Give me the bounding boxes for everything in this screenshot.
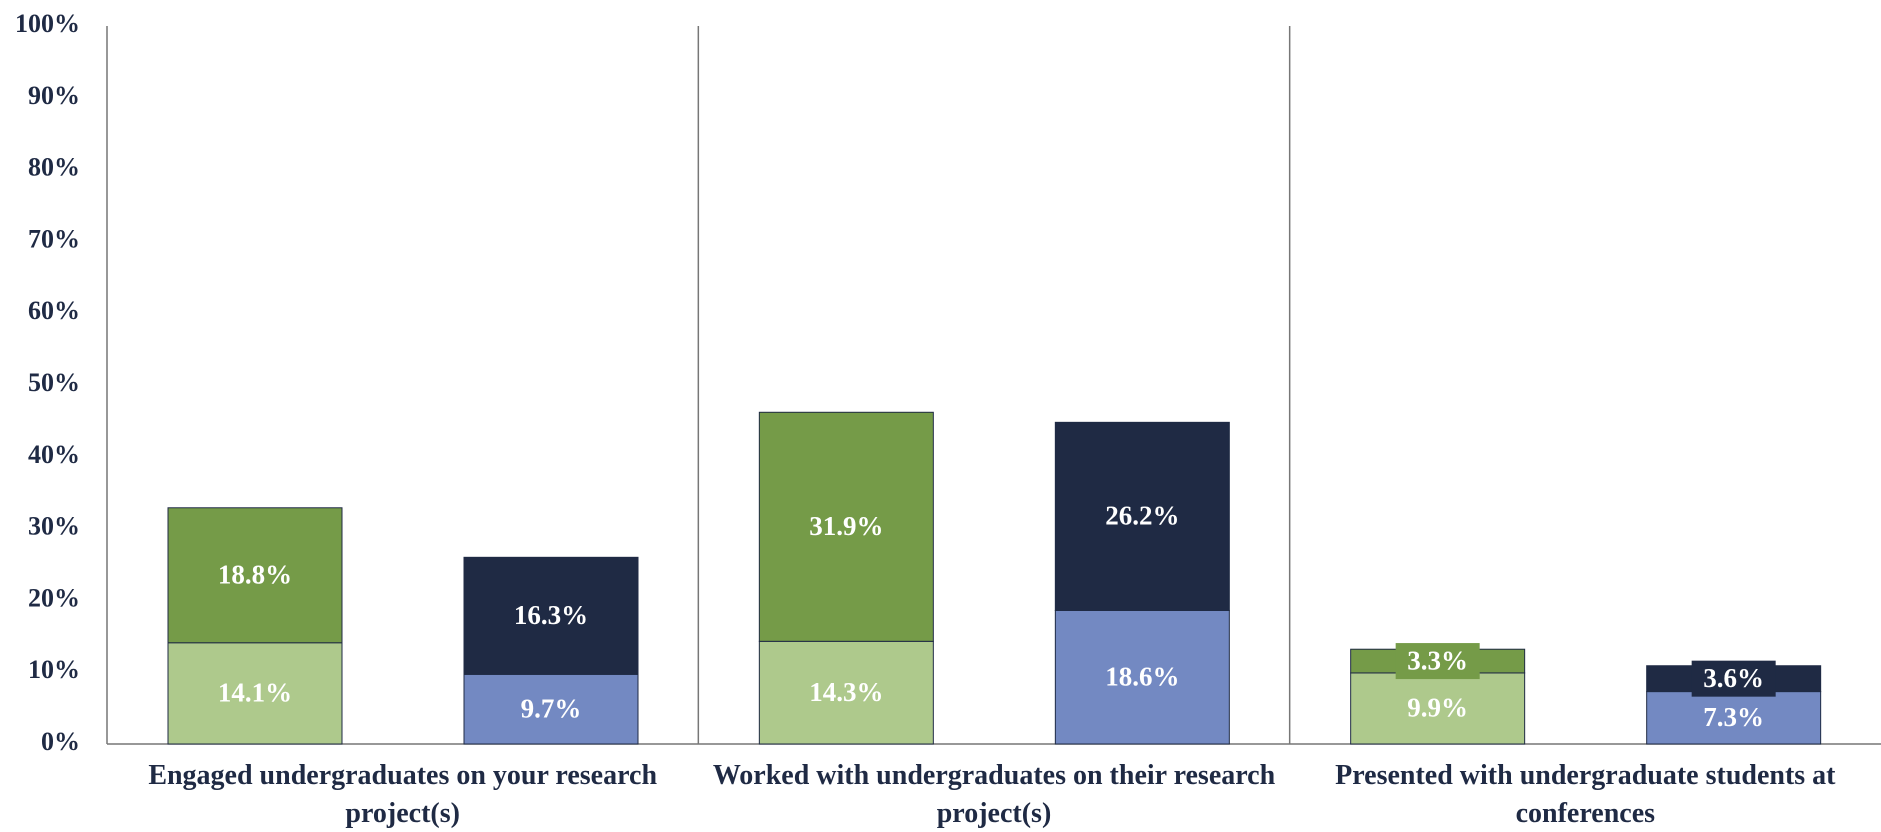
bar-segment bbox=[1054, 609, 1230, 745]
value-label: 14.3% bbox=[809, 677, 883, 707]
bar-segment bbox=[758, 640, 934, 745]
x-tick-label-line: Presented with undergraduate students at bbox=[1335, 760, 1836, 791]
x-tick-label: Worked with undergraduates on their rese… bbox=[713, 760, 1276, 829]
y-tick-label: 60% bbox=[28, 296, 80, 325]
x-tick-label-line: Worked with undergraduates on their rese… bbox=[713, 760, 1276, 791]
bar-segment bbox=[1646, 691, 1822, 745]
y-tick-label: 40% bbox=[28, 440, 80, 469]
y-tick-label: 50% bbox=[28, 368, 80, 397]
y-tick-label: 100% bbox=[15, 9, 80, 38]
value-label: 14.1% bbox=[218, 678, 292, 708]
x-tick-label-line: Engaged undergraduates on your research bbox=[148, 760, 657, 791]
value-label: 3.6% bbox=[1703, 663, 1764, 693]
bar-segment bbox=[758, 411, 934, 642]
bar-segment bbox=[463, 673, 639, 745]
bar-segment bbox=[167, 507, 343, 644]
y-tick-label: 10% bbox=[28, 655, 80, 684]
bar-segment bbox=[1054, 421, 1230, 611]
value-label: 9.9% bbox=[1407, 693, 1468, 723]
value-label: 16.3% bbox=[514, 600, 588, 630]
value-label: 9.7% bbox=[521, 693, 582, 723]
y-tick-label: 20% bbox=[28, 583, 80, 612]
value-label: 18.6% bbox=[1105, 661, 1179, 691]
y-tick-label: 30% bbox=[28, 512, 80, 541]
value-label: 3.3% bbox=[1407, 645, 1468, 675]
bar-segment bbox=[167, 642, 343, 745]
x-tick-label: Presented with undergraduate students at… bbox=[1335, 760, 1836, 829]
bar-segment bbox=[1350, 672, 1526, 745]
value-label: 26.2% bbox=[1105, 501, 1179, 531]
value-label: 31.9% bbox=[809, 511, 883, 541]
y-tick-label: 80% bbox=[28, 153, 80, 182]
x-tick-label: Engaged undergraduates on your research p… bbox=[148, 760, 657, 829]
value-label-background bbox=[1395, 643, 1480, 680]
value-label-background bbox=[1691, 660, 1776, 697]
x-tick-label-line: project(s) bbox=[937, 798, 1052, 829]
y-tick-label: 0% bbox=[41, 727, 80, 756]
x-tick-label-line: conferences bbox=[1516, 798, 1656, 829]
bar-segment bbox=[463, 556, 639, 675]
x-tick-label-line: project(s) bbox=[345, 798, 460, 829]
value-label: 7.3% bbox=[1703, 702, 1764, 732]
value-label: 18.8% bbox=[218, 559, 292, 589]
y-tick-label: 90% bbox=[28, 81, 80, 110]
y-tick-label: 70% bbox=[28, 224, 80, 253]
